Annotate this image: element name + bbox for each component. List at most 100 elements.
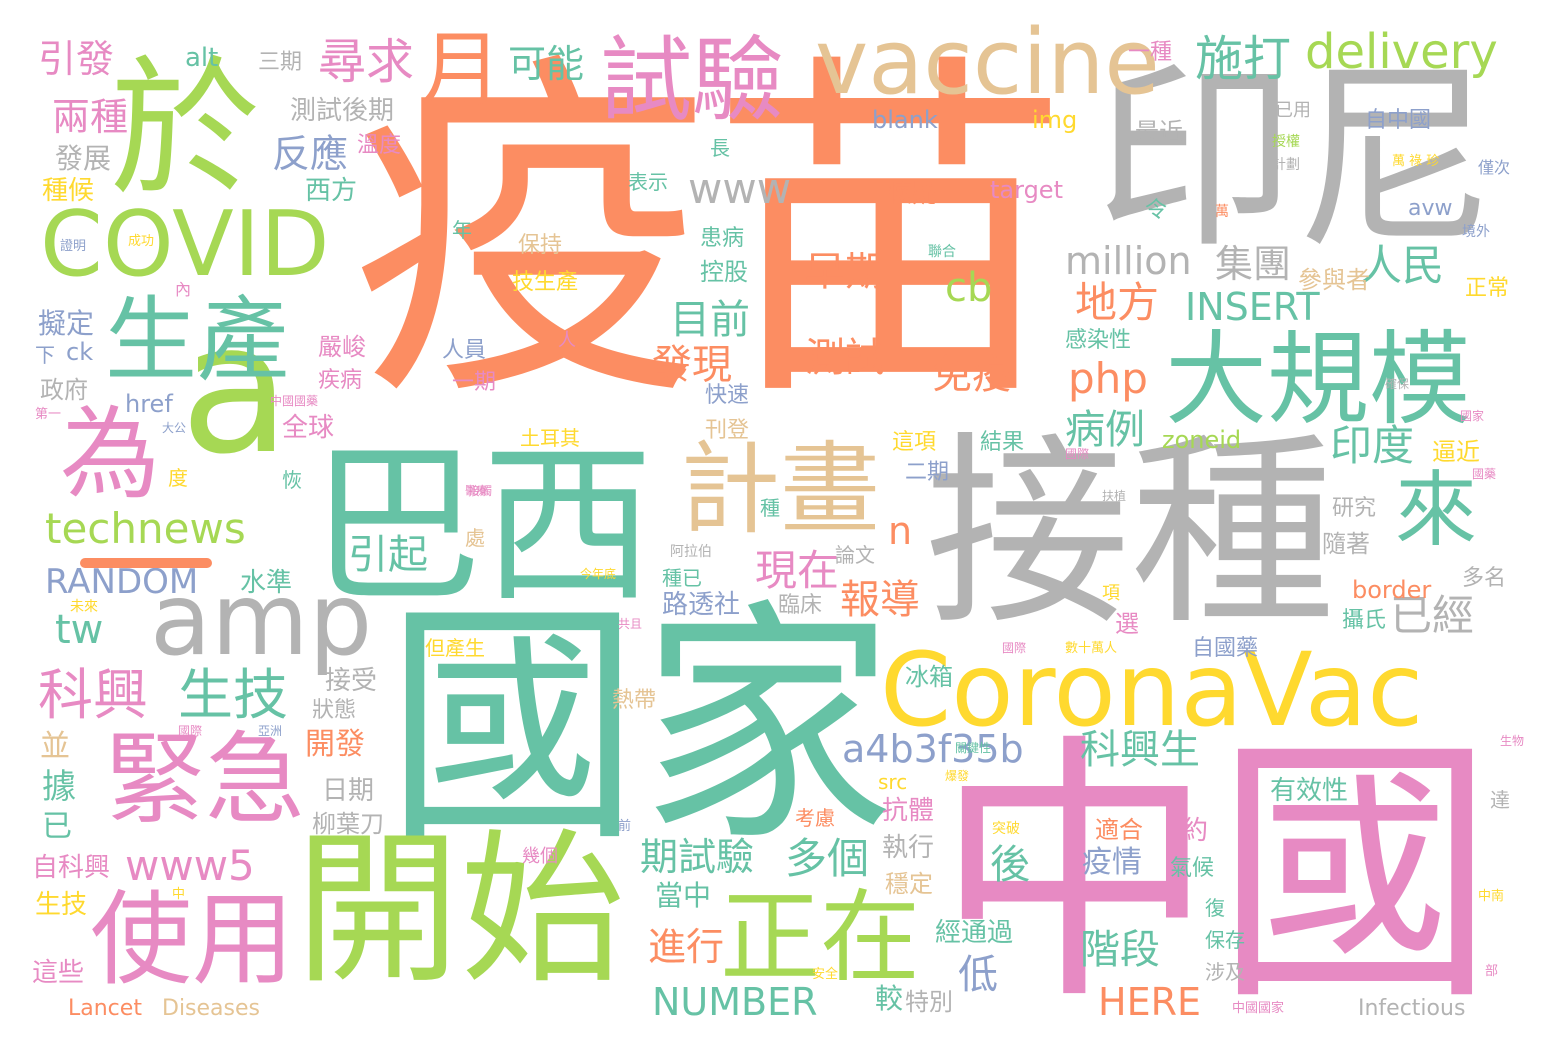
word-sinovac-bio: 科興生 xyxy=(1080,727,1200,773)
word-safety: 安全 xyxy=(812,967,839,982)
word-kind-already: 種已 xyxy=(662,566,702,590)
word-status: 狀態 xyxy=(312,698,357,723)
word-global: 全球 xyxy=(282,413,335,443)
word-cause: 引起 xyxy=(348,532,428,578)
word-success: 成功 xyxy=(128,234,155,249)
word-cb: cb xyxy=(945,265,993,311)
word-tw: tw xyxy=(55,607,104,653)
word-possible: 可能 xyxy=(508,42,585,86)
word-www5: www5 xyxy=(125,841,255,890)
word-low: 低 xyxy=(958,952,998,998)
word-these: 這些 xyxy=(32,958,85,988)
word-people: 人民 xyxy=(1360,241,1445,290)
word-place: 地方 xyxy=(1075,278,1160,327)
word-turkey: 土耳其 xyxy=(520,426,580,450)
word-passed: 經通過 xyxy=(935,918,1014,948)
word-long: 長 xyxy=(710,136,730,160)
word-after: 後 xyxy=(990,842,1030,888)
word-phase2: 二期 xyxy=(905,460,950,485)
word-first: 第一 xyxy=(35,407,62,422)
word-tropical: 熱帶 xyxy=(612,688,657,713)
word-climate-kind: 種候 xyxy=(42,176,95,206)
word-west: 西方 xyxy=(305,176,358,206)
word-now: 現在 xyxy=(755,546,840,595)
word-date: 日期 xyxy=(322,776,375,806)
word-n: n xyxy=(888,509,913,553)
word-efficacy: 有效性 xyxy=(1270,776,1349,806)
word-person: 人 xyxy=(558,330,576,351)
word-target: target xyxy=(990,176,1063,204)
word-alt: alt xyxy=(185,43,219,73)
word-research: 研究 xyxy=(1332,496,1377,521)
word-insert: INSERT xyxy=(1185,285,1320,329)
word-many-people: 多名 xyxy=(1462,566,1507,591)
word-second-only: 僅次 xyxy=(1478,158,1511,177)
word-technews: technews xyxy=(45,504,246,553)
word-border: border xyxy=(1352,576,1432,604)
word-from-china: 自中國 xyxy=(1365,108,1432,133)
word-participants: 參與者 xyxy=(1298,266,1370,294)
word-restore: 復 xyxy=(1205,896,1225,920)
word-item: 項 xyxy=(1102,583,1120,604)
word-abroad: 境外 xyxy=(1462,224,1490,240)
word-contact: 接觸 xyxy=(468,484,493,498)
word-multiple: 多個 xyxy=(785,834,870,883)
word-seek: 尋求 xyxy=(318,34,415,90)
word-lancet-zh: 柳葉刀 xyxy=(312,810,384,838)
word-for: 為 xyxy=(60,396,160,513)
word-tech-produce: 技生產 xyxy=(512,270,579,295)
word-international-3: 國際 xyxy=(1002,641,1027,655)
word-src: src xyxy=(878,770,908,794)
word-place-2: 處 xyxy=(465,526,485,550)
word-delivery: delivery xyxy=(1305,24,1498,80)
word-early: 早期 xyxy=(805,249,885,295)
word-reaction: 反應 xyxy=(272,132,349,176)
word-reach: 達 xyxy=(1490,788,1510,812)
word-number: NUMBER xyxy=(652,980,818,1024)
word-several: 幾個 xyxy=(522,846,558,867)
decor-underline xyxy=(80,558,212,568)
word-wan: 萬 xyxy=(1215,204,1229,220)
word-biology: 生物 xyxy=(1500,734,1525,748)
word-biotech: 生技 xyxy=(178,663,289,727)
word-future: 未來 xyxy=(70,599,98,615)
word-phase3: 三期 xyxy=(258,50,303,75)
word-ck: ck xyxy=(66,338,94,366)
word-outbreak: 爆發 xyxy=(945,769,970,783)
word-support: 扶植 xyxy=(1102,489,1127,503)
word-discover: 發現 xyxy=(652,342,732,388)
word-vaccinate: 接種 xyxy=(925,415,1335,653)
word-along: 隨著 xyxy=(1322,530,1370,558)
word-proceed: 進行 xyxy=(648,925,725,969)
word-recover: 恢 xyxy=(282,468,302,492)
word-now-doing: 正在 xyxy=(720,879,920,996)
word-infectious: Infectious xyxy=(1358,996,1466,1021)
word-middle: 中 xyxy=(172,887,186,902)
word-celsius: 攝氏 xyxy=(1342,608,1387,633)
word-random: RANDOM xyxy=(45,562,199,602)
word-stable: 穩定 xyxy=(885,870,933,898)
word-climate: 氣候 xyxy=(1170,856,1215,881)
word-test: 測試 xyxy=(805,335,885,381)
word-test-late: 測試後期 xyxy=(290,96,395,126)
word-plan: 計畫 xyxy=(680,431,880,548)
word-report: 報導 xyxy=(840,577,920,623)
word-but-produce: 但產生 xyxy=(425,636,485,660)
word-paper: 論文 xyxy=(835,543,875,567)
word-select: 選 xyxy=(1115,610,1139,638)
word-china-national: 中國國家 xyxy=(1232,1001,1285,1016)
word-suspect: 懷疑 xyxy=(888,180,936,208)
word-down: 下 xyxy=(35,343,55,367)
word-come: 來 xyxy=(1395,463,1478,558)
word-normal: 正常 xyxy=(1465,276,1510,301)
word-trial: 試驗 xyxy=(600,27,785,134)
word-clinical: 臨床 xyxy=(778,593,823,618)
word-country: 國家 xyxy=(385,579,896,876)
word-special: 特別 xyxy=(905,988,953,1016)
word-img: img xyxy=(1032,106,1078,134)
word-together: 共且 xyxy=(618,617,643,631)
word-temperature: 溫度 xyxy=(357,133,402,158)
word-already: 已經 xyxy=(1390,591,1475,640)
word-medical: 醫療 xyxy=(465,484,487,497)
